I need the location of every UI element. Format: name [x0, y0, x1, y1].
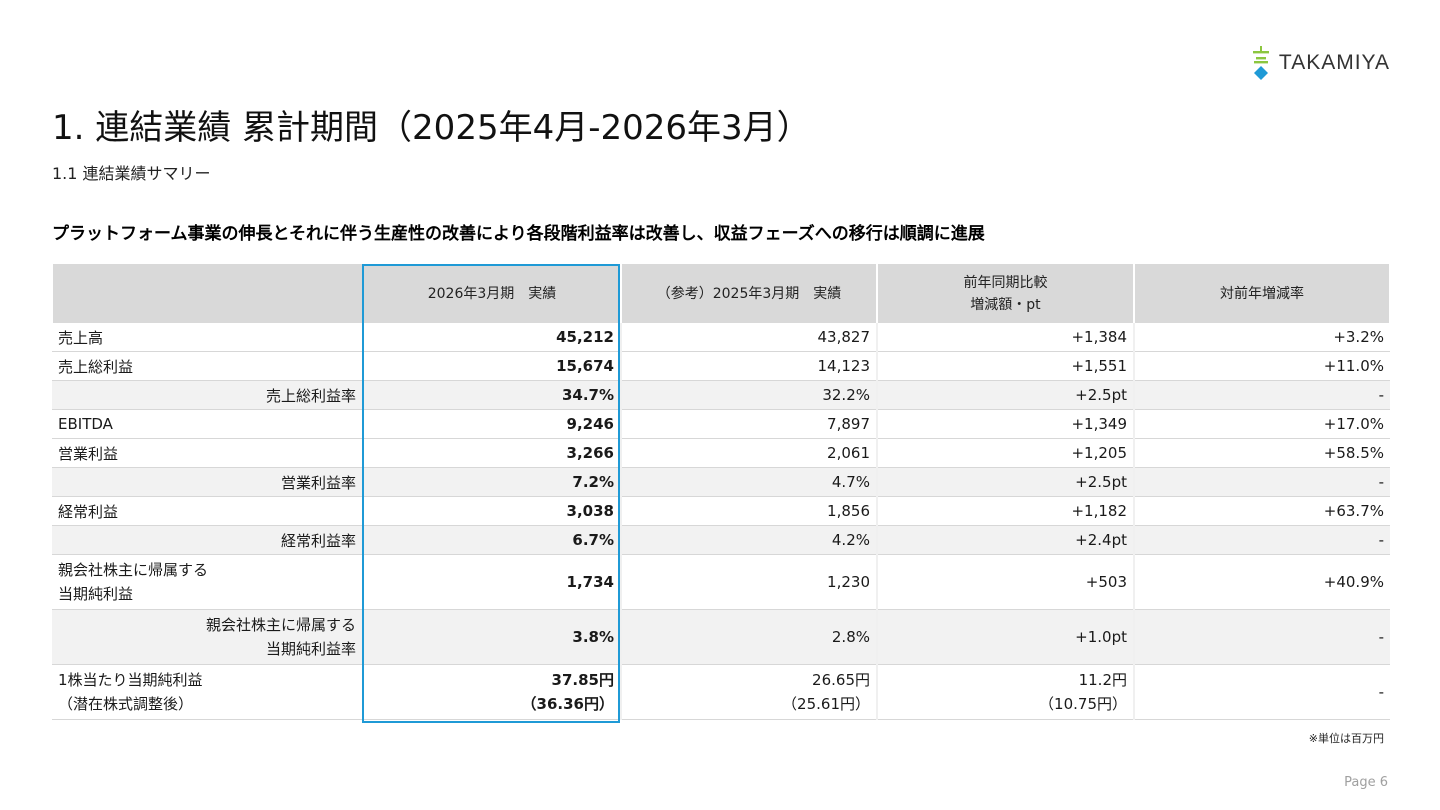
row-label: 売上総利益率: [52, 380, 363, 410]
change-value: +2.5pt: [876, 380, 1134, 410]
rate-value: -: [1133, 664, 1390, 720]
rate-value: +58.5%: [1133, 438, 1390, 468]
rate-value: +11.0%: [1133, 351, 1390, 381]
table-row: 営業利益率 7.2% 4.7% +2.5pt -: [52, 467, 1390, 497]
header-blank: [51, 264, 364, 323]
prior-value: 26.65円 （25.61円）: [620, 664, 877, 720]
change-value: +1.0pt: [876, 609, 1134, 665]
table-row: 売上高 45,212 43,827 +1,384 +3.2%: [52, 323, 1390, 352]
table-row: 親会社株主に帰属する 当期純利益率 3.8% 2.8% +1.0pt -: [52, 609, 1390, 665]
prior-value: 2,061: [620, 438, 877, 468]
row-label: EBITDA: [52, 409, 363, 439]
table-row: 売上総利益率 34.7% 32.2% +2.5pt -: [52, 380, 1390, 410]
change-value: +1,182: [876, 496, 1134, 526]
prior-value: 32.2%: [620, 380, 877, 410]
current-value: 3.8%: [362, 609, 621, 665]
prior-value: 43,827: [620, 323, 877, 352]
row-label: 経常利益: [52, 496, 363, 526]
brand-name: TAKAMIYA: [1278, 51, 1390, 74]
change-value: +1,551: [876, 351, 1134, 381]
table-row: 営業利益 3,266 2,061 +1,205 +58.5%: [52, 438, 1390, 468]
change-value: +1,205: [876, 438, 1134, 468]
current-value: 7.2%: [362, 467, 621, 497]
change-value: +1,349: [876, 409, 1134, 439]
header-yoy-change: 前年同期比較 増減額・pt: [876, 264, 1135, 323]
table-row: 親会社株主に帰属する 当期純利益 1,734 1,230 +503 +40.9%: [52, 554, 1390, 610]
rate-value: -: [1133, 467, 1390, 497]
unit-note: ※単位は百万円: [1308, 732, 1384, 745]
table-row: 売上総利益 15,674 14,123 +1,551 +11.0%: [52, 351, 1390, 381]
prior-value: 7,897: [620, 409, 877, 439]
change-value: +2.5pt: [876, 467, 1134, 497]
current-value: 3,266: [362, 438, 621, 468]
header-current-period: 2026年3月期 実績: [362, 264, 622, 323]
table-row: 経常利益率 6.7% 4.2% +2.4pt -: [52, 525, 1390, 555]
rate-value: +17.0%: [1133, 409, 1390, 439]
current-value: 9,246: [362, 409, 621, 439]
change-value: 11.2円 （10.75円）: [876, 664, 1134, 720]
rate-value: +63.7%: [1133, 496, 1390, 526]
company-logo: TAKAMIYA: [1251, 46, 1390, 80]
row-label: 営業利益: [52, 438, 363, 468]
row-label: 営業利益率: [52, 467, 363, 497]
current-value: 34.7%: [362, 380, 621, 410]
prior-value: 2.8%: [620, 609, 877, 665]
rate-value: -: [1133, 380, 1390, 410]
row-label: 親会社株主に帰属する 当期純利益率: [52, 609, 363, 665]
current-value: 37.85円 （36.36円）: [362, 664, 621, 720]
row-label: 売上高: [52, 323, 363, 352]
page-title: 1. 連結業績 累計期間（2025年4月-2026年3月）: [52, 108, 811, 148]
current-value: 45,212: [362, 323, 621, 352]
rate-value: -: [1133, 525, 1390, 555]
change-value: +1,384: [876, 323, 1134, 352]
current-value: 3,038: [362, 496, 621, 526]
prior-value: 4.7%: [620, 467, 877, 497]
results-summary-table: 2026年3月期 実績 （参考）2025年3月期 実績 前年同期比較 増減額・pt 対前…: [51, 264, 1391, 720]
takamiya-logo-icon: [1251, 46, 1271, 80]
row-label: 親会社株主に帰属する 当期純利益: [52, 554, 363, 610]
change-value: +2.4pt: [876, 525, 1134, 555]
current-value: 15,674: [362, 351, 621, 381]
table-row: 1株当たり当期純利益 （潜在株式調整後） 37.85円 （36.36円） 26.65円（…: [52, 664, 1390, 720]
current-value: 6.7%: [362, 525, 621, 555]
row-label: 売上総利益: [52, 351, 363, 381]
page-number: Page 6: [1344, 775, 1388, 790]
prior-value: 14,123: [620, 351, 877, 381]
prior-value: 4.2%: [620, 525, 877, 555]
row-label: 経常利益率: [52, 525, 363, 555]
change-value: +503: [876, 554, 1134, 610]
table-header-row: 2026年3月期 実績 （参考）2025年3月期 実績 前年同期比較 増減額・pt 対前…: [51, 264, 1391, 323]
table-row: 経常利益 3,038 1,856 +1,182 +63.7%: [52, 496, 1390, 526]
table-row: EBITDA 9,246 7,897 +1,349 +17.0%: [52, 409, 1390, 439]
prior-value: 1,856: [620, 496, 877, 526]
current-value: 1,734: [362, 554, 621, 610]
rate-value: +40.9%: [1133, 554, 1390, 610]
rate-value: +3.2%: [1133, 323, 1390, 352]
header-yoy-rate: 対前年増減率: [1133, 264, 1391, 323]
summary-headline: プラットフォーム事業の伸長とそれに伴う生産性の改善により各段階利益率は改善し、収…: [52, 224, 985, 244]
rate-value: -: [1133, 609, 1390, 665]
header-prior-period: （参考）2025年3月期 実績: [620, 264, 878, 323]
row-label: 1株当たり当期純利益 （潜在株式調整後）: [52, 664, 363, 720]
section-subtitle: 1.1 連結業績サマリー: [52, 164, 211, 183]
prior-value: 1,230: [620, 554, 877, 610]
